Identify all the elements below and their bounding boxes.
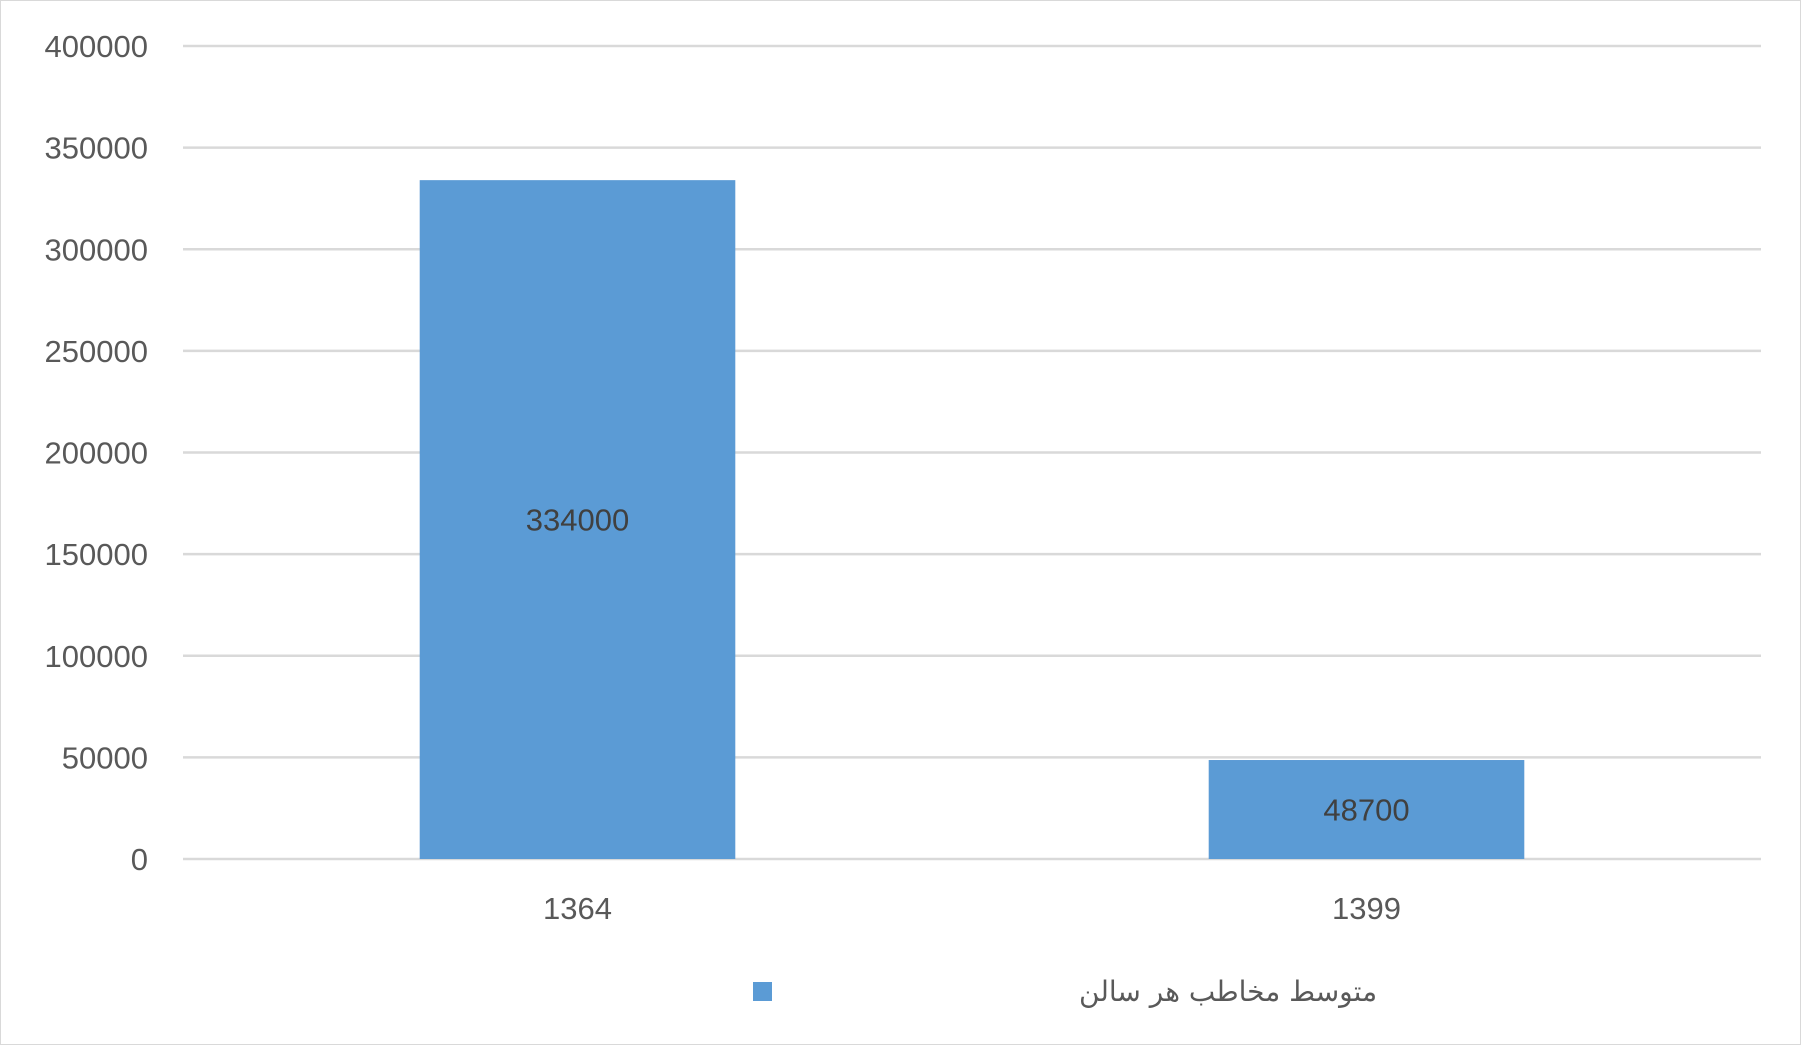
bar: [1208, 760, 1525, 859]
y-tick-label: 300000: [45, 232, 148, 267]
x-tick-label: 1399: [1332, 891, 1401, 926]
y-tick-label: 50000: [62, 740, 148, 775]
data-label: 334000: [526, 503, 629, 538]
legend-swatch: [753, 982, 772, 1001]
y-tick-label: 150000: [45, 537, 148, 572]
legend-label: متوسط مخاطب هر سالن: [1079, 975, 1377, 1008]
x-tick-label: 1364: [543, 891, 612, 926]
y-tick-label: 200000: [45, 436, 148, 471]
y-tick-label: 250000: [45, 334, 148, 369]
data-label: 48700: [1323, 793, 1409, 828]
y-axis-tick-labels: 0 50000 100000 150000 200000 250000 300000 3500…: [45, 29, 148, 877]
y-tick-label: 100000: [45, 639, 148, 674]
y-tick-label: 0: [131, 842, 148, 877]
x-axis-tick-labels: 1364 1399: [543, 891, 1401, 926]
bars: 334000 48700: [419, 180, 1525, 859]
bar: [419, 180, 736, 859]
y-tick-label: 350000: [45, 131, 148, 166]
y-tick-label: 400000: [45, 29, 148, 64]
legend: متوسط مخاطب هر سالن: [753, 975, 1377, 1008]
